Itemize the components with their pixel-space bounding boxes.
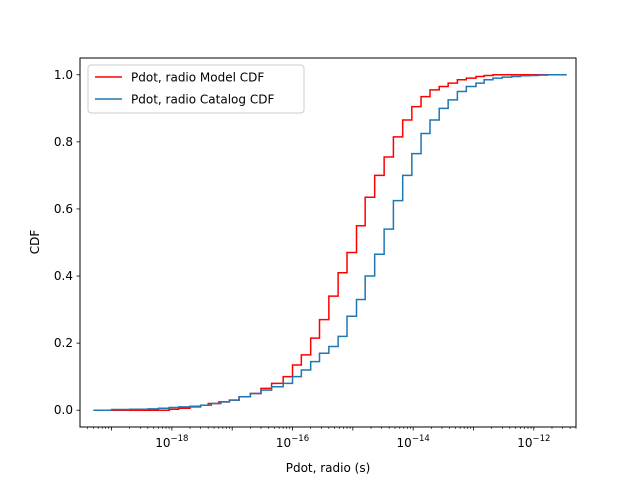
x-tick-label: 10−14: [397, 434, 430, 450]
x-tick-label: 10−12: [517, 434, 550, 450]
legend-label-model: Pdot, radio Model CDF: [131, 71, 264, 85]
series-layer: [93, 74, 567, 411]
series-line-catalog: [93, 74, 567, 411]
legend: Pdot, radio Model CDF Pdot, radio Catalo…: [87, 64, 305, 114]
x-axis-ticks: 10−18 10−16 10−14 10−12: [87, 427, 577, 450]
y-axis-ticks: 0.0 0.2 0.4 0.6 0.8 1.0: [54, 68, 80, 417]
y-tick-label: 0.8: [54, 135, 73, 149]
y-tick-label: 0.4: [54, 269, 73, 283]
legend-frame: [87, 64, 305, 114]
axes-background: [80, 58, 576, 427]
y-tick-label: 0.6: [54, 202, 73, 216]
y-tick-label: 0.0: [54, 403, 73, 417]
plot-area: [79, 57, 577, 428]
y-tick-label: 1.0: [54, 68, 73, 82]
x-tick-label: 10−16: [276, 434, 309, 450]
y-axis-label: CDF: [28, 230, 42, 255]
axes-frame: [79, 57, 577, 428]
x-axis-label: Pdot, radio (s): [286, 461, 371, 475]
x-tick-label: 10−18: [155, 434, 188, 450]
y-tick-label: 0.2: [54, 336, 73, 350]
legend-label-catalog: Pdot, radio Catalog CDF: [131, 93, 274, 107]
